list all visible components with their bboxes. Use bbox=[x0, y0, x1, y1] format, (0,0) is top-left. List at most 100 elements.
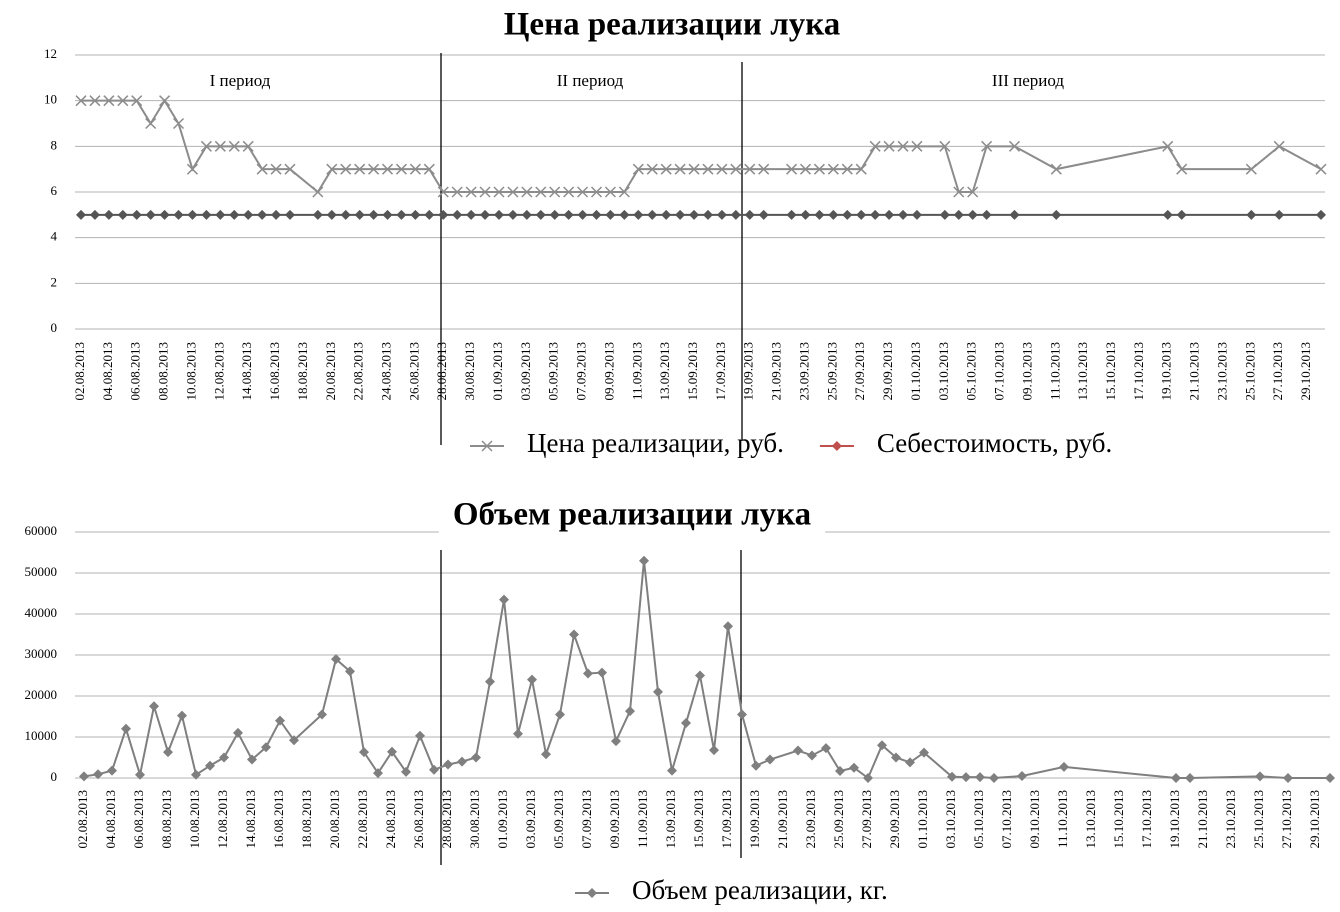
marker bbox=[786, 163, 798, 175]
marker bbox=[869, 140, 881, 152]
legend-marker bbox=[831, 441, 842, 451]
marker bbox=[1008, 140, 1021, 152]
marker bbox=[849, 762, 859, 773]
marker bbox=[835, 766, 845, 777]
legend-marker bbox=[481, 440, 493, 452]
x-tick-label: 07.10.2013 bbox=[992, 342, 1007, 401]
marker bbox=[1325, 773, 1335, 783]
marker bbox=[396, 209, 407, 220]
marker bbox=[507, 209, 518, 220]
x-tick-label: 01.09.2013 bbox=[490, 342, 505, 401]
x-tick-label: 19.10.2013 bbox=[1167, 790, 1182, 849]
x-tick-label: 18.08.2013 bbox=[299, 790, 314, 849]
x-tick-label: 12.08.2013 bbox=[215, 790, 230, 849]
marker bbox=[981, 140, 993, 152]
marker bbox=[569, 629, 579, 640]
marker bbox=[1162, 209, 1173, 220]
marker bbox=[387, 746, 397, 757]
x-tick-label: 22.08.2013 bbox=[355, 790, 370, 849]
marker bbox=[549, 186, 561, 198]
marker bbox=[863, 773, 873, 783]
marker bbox=[438, 209, 449, 220]
x-tick-label: 21.10.2013 bbox=[1187, 342, 1202, 401]
marker bbox=[758, 163, 770, 175]
marker bbox=[793, 745, 803, 756]
marker bbox=[577, 186, 589, 198]
legend-label: Цена реализации, руб. bbox=[527, 428, 784, 458]
marker bbox=[919, 747, 929, 758]
marker bbox=[117, 209, 128, 220]
marker bbox=[201, 209, 212, 220]
marker bbox=[842, 209, 853, 220]
marker bbox=[911, 140, 923, 152]
x-tick-label: 21.09.2013 bbox=[775, 790, 790, 849]
marker bbox=[535, 209, 546, 220]
x-tick-label: 08.08.2013 bbox=[159, 790, 174, 849]
marker bbox=[618, 186, 630, 198]
marker bbox=[577, 209, 588, 220]
marker bbox=[485, 676, 495, 687]
marker bbox=[939, 209, 950, 220]
marker bbox=[395, 163, 407, 175]
y-tick-label: 20000 bbox=[25, 687, 58, 702]
x-tick-label: 07.09.2013 bbox=[579, 790, 594, 849]
x-tick-label: 17.10.2013 bbox=[1131, 342, 1146, 401]
marker bbox=[611, 736, 621, 747]
marker bbox=[758, 209, 769, 220]
marker bbox=[1017, 770, 1027, 781]
marker bbox=[163, 747, 173, 758]
marker bbox=[695, 670, 705, 681]
marker bbox=[354, 163, 366, 175]
marker bbox=[549, 209, 560, 220]
marker bbox=[451, 186, 463, 198]
x-tick-label: 19.10.2013 bbox=[1159, 342, 1174, 401]
marker bbox=[841, 163, 853, 175]
marker bbox=[326, 209, 337, 220]
x-tick-label: 13.10.2013 bbox=[1075, 342, 1090, 401]
x-tick-label: 30.08.2013 bbox=[462, 342, 477, 401]
x-tick-label: 11.09.2013 bbox=[629, 342, 644, 400]
x-tick-label: 21.09.2013 bbox=[769, 342, 784, 401]
marker bbox=[807, 750, 817, 761]
marker bbox=[191, 769, 201, 780]
x-tick-label: 13.09.2013 bbox=[657, 342, 672, 401]
marker bbox=[877, 740, 887, 751]
marker bbox=[131, 95, 143, 107]
marker bbox=[257, 209, 268, 220]
marker bbox=[1171, 773, 1181, 783]
x-tick-label: 16.08.2013 bbox=[271, 790, 286, 849]
x-tick-label: 17.09.2013 bbox=[719, 790, 734, 849]
x-tick-label: 09.09.2013 bbox=[601, 342, 616, 401]
marker bbox=[373, 768, 383, 779]
marker bbox=[135, 769, 145, 780]
marker bbox=[716, 163, 728, 175]
marker bbox=[121, 723, 131, 734]
marker bbox=[716, 209, 727, 220]
marker bbox=[186, 163, 198, 175]
y-tick-label: 50000 bbox=[25, 564, 58, 579]
marker bbox=[205, 760, 215, 771]
series-line bbox=[83, 560, 1330, 780]
x-tick-label: 04.08.2013 bbox=[100, 342, 115, 401]
x-tick-label: 19.09.2013 bbox=[747, 790, 762, 849]
marker bbox=[270, 163, 282, 175]
marker bbox=[200, 140, 212, 152]
marker bbox=[591, 209, 602, 220]
x-tick-label: 29.10.2013 bbox=[1298, 342, 1313, 401]
marker bbox=[744, 209, 755, 220]
marker bbox=[667, 765, 677, 776]
marker bbox=[187, 209, 198, 220]
marker bbox=[813, 163, 825, 175]
x-tick-label: 09.10.2013 bbox=[1027, 790, 1042, 849]
marker bbox=[1176, 209, 1187, 220]
marker bbox=[827, 163, 839, 175]
y-tick-label: 10 bbox=[44, 92, 57, 107]
marker bbox=[345, 666, 355, 677]
x-tick-label: 10.08.2013 bbox=[187, 790, 202, 849]
marker bbox=[891, 752, 901, 763]
legend-label: Себестоимость, руб. bbox=[877, 428, 1112, 458]
marker bbox=[975, 772, 985, 783]
marker bbox=[312, 209, 323, 220]
x-tick-label: 29.09.2013 bbox=[880, 342, 895, 401]
marker bbox=[521, 186, 533, 198]
